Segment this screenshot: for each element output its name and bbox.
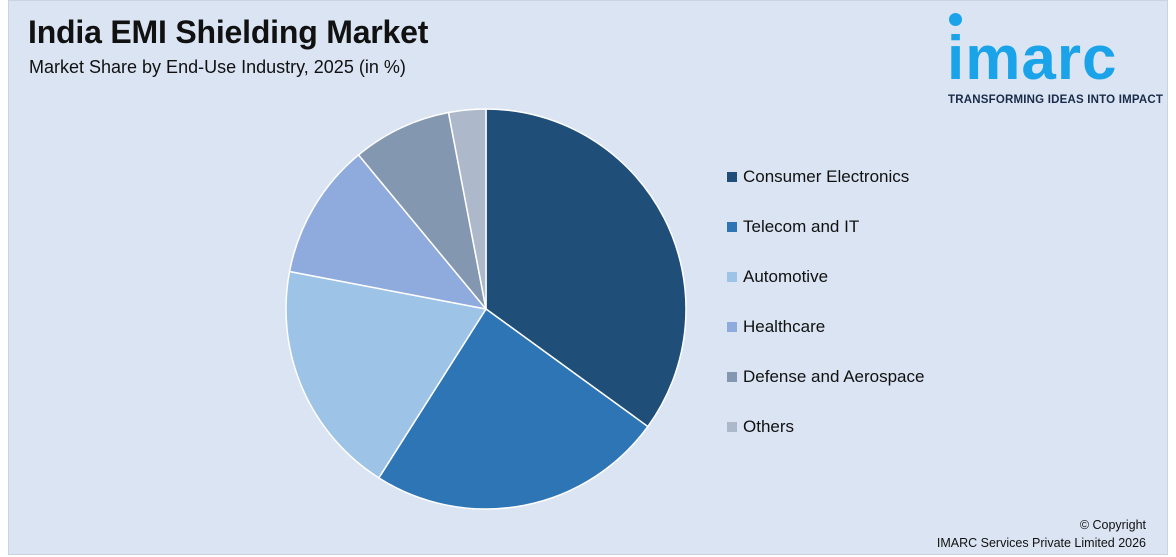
copyright-line-2: IMARC Services Private Limited 2026 xyxy=(936,536,1146,550)
legend-swatch xyxy=(727,322,737,332)
legend-item: Automotive xyxy=(727,266,828,288)
logo-tagline: TRANSFORMING IDEAS INTO IMPACT xyxy=(948,94,1164,106)
legend-item: Healthcare xyxy=(727,316,825,338)
legend-swatch xyxy=(727,172,737,182)
pie-slice-defense-and-aerospace xyxy=(357,111,487,310)
legend-item: Telecom and IT xyxy=(727,216,859,238)
pie-slice-consumer-electronics xyxy=(485,108,687,428)
chart-subtitle: Market Share by End-Use Industry, 2025 (… xyxy=(29,57,406,77)
pie-slice-others xyxy=(447,108,487,310)
copyright-notice: © Copyright IMARC Services Private Limit… xyxy=(937,516,1146,552)
imarc-logo: imarc TRANSFORMING IDEAS INTO IMPACT xyxy=(945,10,1170,110)
logo-wordmark: imarc xyxy=(947,24,1118,93)
legend-label: Healthcare xyxy=(743,317,826,336)
legend-label: Defense and Aerospace xyxy=(743,367,925,386)
chart-title: India EMI Shielding Market xyxy=(28,14,429,50)
legend-label: Consumer Electronics xyxy=(743,167,910,186)
legend-swatch xyxy=(727,272,737,282)
legend-label: Telecom and IT xyxy=(743,217,860,236)
legend-swatch xyxy=(727,222,737,232)
legend-item: Defense and Aerospace xyxy=(727,366,924,388)
legend-item: Consumer Electronics xyxy=(727,166,909,188)
copyright-line-1: © Copyright xyxy=(1079,518,1146,532)
pie-slice-automotive xyxy=(285,270,488,479)
legend-swatch xyxy=(727,422,737,432)
pie-slice-telecom-and-it xyxy=(377,307,649,510)
legend-item: Others xyxy=(727,416,794,438)
legend-label: Others xyxy=(743,417,795,436)
legend-swatch xyxy=(727,372,737,382)
logo-dot-icon xyxy=(949,13,962,26)
pie-slice-healthcare xyxy=(288,153,488,311)
legend-label: Automotive xyxy=(743,267,829,286)
